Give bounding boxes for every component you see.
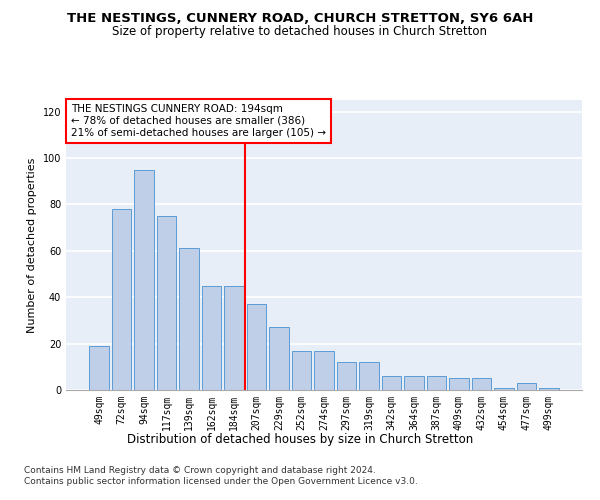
Bar [539, 388, 559, 390]
Text: Distribution of detached houses by size in Church Stretton: Distribution of detached houses by size … [127, 432, 473, 446]
Bar [292, 350, 311, 390]
Text: Contains public sector information licensed under the Open Government Licence v3: Contains public sector information licen… [24, 478, 418, 486]
Bar [337, 362, 356, 390]
Bar [449, 378, 469, 390]
Text: Size of property relative to detached houses in Church Stretton: Size of property relative to detached ho… [113, 25, 487, 38]
Bar [112, 209, 131, 390]
Bar [427, 376, 446, 390]
Bar [472, 378, 491, 390]
Y-axis label: Number of detached properties: Number of detached properties [27, 158, 37, 332]
Bar [89, 346, 109, 390]
Text: THE NESTINGS CUNNERY ROAD: 194sqm
← 78% of detached houses are smaller (386)
21%: THE NESTINGS CUNNERY ROAD: 194sqm ← 78% … [71, 104, 326, 138]
Text: THE NESTINGS, CUNNERY ROAD, CHURCH STRETTON, SY6 6AH: THE NESTINGS, CUNNERY ROAD, CHURCH STRET… [67, 12, 533, 26]
Bar [202, 286, 221, 390]
Bar [382, 376, 401, 390]
Bar [269, 328, 289, 390]
Bar [314, 350, 334, 390]
Bar [247, 304, 266, 390]
Bar [494, 388, 514, 390]
Bar [134, 170, 154, 390]
Bar [404, 376, 424, 390]
Bar [224, 286, 244, 390]
Bar [517, 383, 536, 390]
Text: Contains HM Land Registry data © Crown copyright and database right 2024.: Contains HM Land Registry data © Crown c… [24, 466, 376, 475]
Bar [359, 362, 379, 390]
Bar [179, 248, 199, 390]
Bar [157, 216, 176, 390]
